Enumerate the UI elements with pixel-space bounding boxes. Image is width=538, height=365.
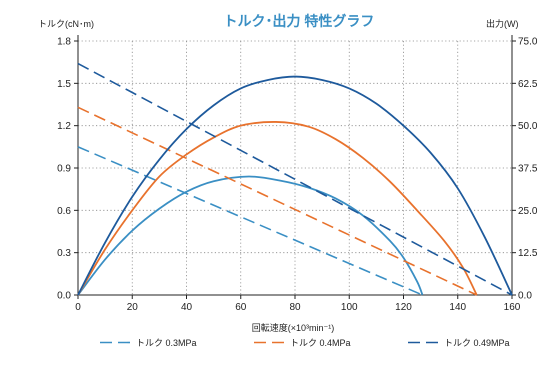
y-axis-label-right: 出力(W)	[486, 18, 519, 29]
y-tick-label-right: 25.0	[518, 206, 538, 217]
x-tick-label: 60	[235, 302, 247, 313]
x-tick-label: 140	[449, 302, 466, 313]
y-tick-label-right: 37.5	[518, 164, 538, 175]
legend-label: トルク 0.3MPa	[136, 338, 197, 348]
x-tick-label: 20	[127, 302, 139, 313]
series-group	[77, 62, 513, 296]
power-curve	[77, 75, 513, 296]
grid	[78, 40, 512, 295]
legend-label: トルク 0.4MPa	[290, 338, 351, 348]
x-tick-label: 0	[75, 302, 81, 313]
x-tick-label: 80	[289, 302, 301, 313]
legend: トルク 0.3MPa トルク 0.4MPa トルク 0.49MPa	[100, 338, 510, 348]
y-tick-label-left: 1.8	[57, 37, 71, 48]
y-tick-label-right: 75.0	[518, 37, 538, 48]
y-tick-label-left: 0.3	[57, 248, 71, 259]
x-tick-label: 40	[181, 302, 193, 313]
x-tick-label: 160	[504, 302, 521, 313]
y-tick-label-right: 50.0	[518, 121, 538, 132]
series	[77, 62, 513, 296]
y-tick-label-right: 0.0	[518, 291, 532, 302]
y-tick-label-right: 62.5	[518, 79, 538, 90]
y-tick-label-left: 1.5	[57, 79, 71, 90]
legend-label: トルク 0.49MPa	[444, 338, 510, 348]
x-tick-label: 120	[395, 302, 412, 313]
x-axis-label: 回転速度(×10³min⁻¹)	[252, 322, 335, 333]
y-tick-label-left: 0.0	[57, 291, 71, 302]
chart-title: トルク･出力 特性グラフ	[224, 13, 375, 29]
power-curve	[77, 121, 478, 296]
y-tick-label-left: 0.6	[57, 206, 71, 217]
x-tick-label: 100	[341, 302, 358, 313]
series-group	[77, 146, 424, 296]
series-group	[77, 106, 478, 296]
tick-labels: 0 20 40 60 80 100 120 140 1600.00.30.60.91.21.51…	[57, 37, 538, 314]
torque-line	[77, 106, 478, 296]
y-tick-label-left: 1.2	[57, 121, 71, 132]
y-tick-label-left: 0.9	[57, 164, 71, 175]
y-tick-label-right: 12.5	[518, 248, 538, 259]
y-axis-label-left: トルク(cN･m)	[38, 19, 94, 29]
power-curve	[77, 175, 424, 296]
torque-line	[77, 62, 513, 296]
torque-line	[77, 146, 423, 296]
axes	[74, 35, 516, 299]
